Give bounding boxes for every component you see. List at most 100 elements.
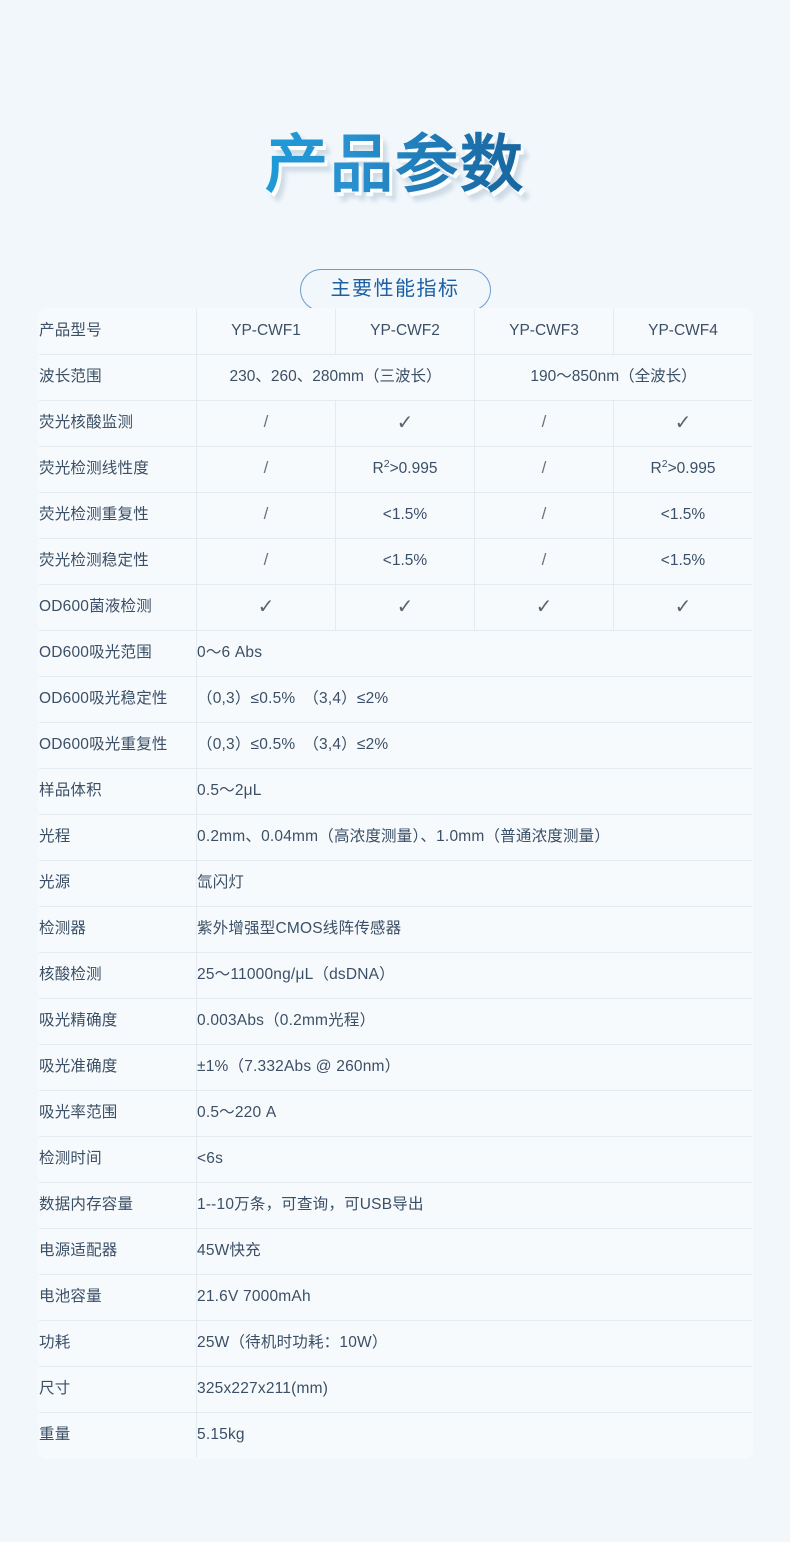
title-block: 产品参数	[0, 0, 790, 243]
table-row: 重量 5.15kg	[39, 1412, 752, 1458]
row-value: /	[196, 538, 336, 585]
spec-table-container: 产品型号 YP-CWF1 YP-CWF2 YP-CWF3 YP-CWF4 波长范围 230、…	[38, 308, 753, 1459]
row-value: ✓	[196, 584, 336, 631]
not-available-icon: /	[263, 504, 269, 524]
check-icon: ✓	[535, 596, 553, 619]
row-value: R2>0.995	[335, 446, 475, 493]
table-row: 电池容量 21.6V 7000mAh	[39, 1274, 752, 1321]
table-row: 检测器 紫外增强型CMOS线阵传感器	[39, 906, 752, 953]
not-available-icon: /	[263, 550, 269, 570]
table-row: 产品型号 YP-CWF1 YP-CWF2 YP-CWF3 YP-CWF4	[39, 309, 752, 355]
row-label: 数据内存容量	[39, 1182, 197, 1229]
page-title: 产品参数	[265, 130, 525, 201]
not-available-icon: /	[263, 458, 269, 478]
column-header: YP-CWF4	[613, 309, 752, 355]
not-available-icon: /	[263, 412, 269, 432]
row-value: 25W（待机时功耗：10W）	[196, 1320, 752, 1367]
table-row: 电源适配器 45W快充	[39, 1228, 752, 1275]
row-value: 5.15kg	[197, 1426, 245, 1444]
table-row: 荧光检测线性度 / R2>0.995 / R2>0.995	[39, 446, 752, 493]
table-row: 尺寸 325x227x211(mm)	[39, 1366, 752, 1413]
row-value: 325x227x211(mm)	[196, 1366, 752, 1413]
subtitle-badge: 主要性能指标	[299, 268, 491, 311]
row-label: 功耗	[39, 1320, 197, 1367]
row-label: 样品体积	[39, 768, 197, 815]
table-row: 荧光检测稳定性 / <1.5% / <1.5%	[39, 538, 752, 585]
row-value: <1.5%	[613, 492, 752, 539]
table-row: OD600菌液检测 ✓ ✓ ✓ ✓	[39, 584, 752, 631]
row-value: ✓	[335, 584, 475, 631]
row-value: R2>0.995	[613, 446, 752, 493]
row-value: ✓	[613, 584, 752, 631]
row-label: 吸光准确度	[39, 1044, 197, 1091]
row-value: /	[196, 492, 336, 539]
row-label: 光源	[39, 860, 197, 907]
table-row: 荧光核酸监测 / ✓ / ✓	[39, 400, 752, 447]
table-row: 荧光检测重复性 / <1.5% / <1.5%	[39, 492, 752, 539]
table-row: OD600吸光稳定性 （0,3）≤0.5% （3,4）≤2%	[39, 676, 752, 723]
row-label: 重量	[39, 1412, 197, 1458]
not-available-icon: /	[541, 550, 547, 570]
check-icon: ✓	[674, 596, 692, 619]
row-label: OD600吸光重复性	[39, 722, 197, 769]
row-value: /	[474, 538, 614, 585]
row-value: 1--10万条，可查询，可USB导出	[196, 1182, 752, 1229]
row-label: 检测器	[39, 906, 197, 953]
row-label: 检测时间	[39, 1136, 197, 1183]
spec-table-body: 产品型号 YP-CWF1 YP-CWF2 YP-CWF3 YP-CWF4 波长范围 230、…	[39, 309, 752, 1458]
row-value: 0.5〜220 A	[196, 1090, 752, 1137]
spec-table: 产品型号 YP-CWF1 YP-CWF2 YP-CWF3 YP-CWF4 波长范围 230、…	[38, 308, 753, 1459]
row-value: 0.5〜2μL	[196, 768, 752, 815]
table-row: 光程 0.2mm、0.04mm（高浓度测量）、1.0mm（普通浓度测量）	[39, 814, 752, 861]
row-value: （0,3）≤0.5% （3,4）≤2%	[196, 722, 752, 769]
row-value: <1.5%	[613, 538, 752, 585]
row-value: ✓	[474, 584, 614, 631]
row-value: /	[196, 446, 336, 493]
row-label: 电池容量	[39, 1274, 197, 1321]
row-label: 光程	[39, 814, 197, 861]
check-icon: ✓	[257, 596, 275, 619]
row-value: <1.5%	[335, 492, 475, 539]
row-value: 190〜850nm（全波长）	[474, 354, 752, 401]
row-label: 电源适配器	[39, 1228, 197, 1275]
table-row: OD600吸光重复性 （0,3）≤0.5% （3,4）≤2%	[39, 722, 752, 769]
table-row: 检测时间 <6s	[39, 1136, 752, 1183]
row-label: 产品型号	[39, 309, 197, 355]
check-icon: ✓	[674, 412, 692, 435]
row-label: 荧光检测重复性	[39, 492, 197, 539]
row-label: 荧光检测稳定性	[39, 538, 197, 585]
row-value: ✓	[613, 400, 752, 447]
row-value: /	[474, 492, 614, 539]
row-label: OD600吸光稳定性	[39, 676, 197, 723]
row-value: 0〜6 Abs	[196, 630, 752, 677]
row-label: 荧光核酸监测	[39, 400, 197, 447]
column-header: YP-CWF3	[474, 309, 614, 355]
row-value: 230、260、280mm（三波长）	[196, 354, 475, 401]
row-value: 25〜11000ng/μL（dsDNA）	[196, 952, 752, 999]
row-value: /	[196, 400, 336, 447]
table-row: 吸光准确度 ±1%（7.332Abs @ 260nm）	[39, 1044, 752, 1091]
check-icon: ✓	[396, 596, 414, 619]
row-label: 荧光检测线性度	[39, 446, 197, 493]
row-value: ±1%（7.332Abs @ 260nm）	[196, 1044, 752, 1091]
column-header: YP-CWF2	[335, 309, 475, 355]
row-label: 吸光精确度	[39, 998, 197, 1045]
table-row: 吸光率范围 0.5〜220 A	[39, 1090, 752, 1137]
row-value: （0,3）≤0.5% （3,4）≤2%	[196, 676, 752, 723]
table-row: 数据内存容量 1--10万条，可查询，可USB导出	[39, 1182, 752, 1229]
not-available-icon: /	[541, 504, 547, 524]
column-header: YP-CWF1	[196, 309, 336, 355]
row-value: 紫外增强型CMOS线阵传感器	[196, 906, 752, 953]
row-label: 波长范围	[39, 354, 197, 401]
row-label: 尺寸	[39, 1366, 197, 1413]
row-label: OD600菌液检测	[39, 584, 197, 631]
row-label: 核酸检测	[39, 952, 197, 999]
table-row: 波长范围 230、260、280mm（三波长） 190〜850nm（全波长）	[39, 354, 752, 401]
row-value: /	[474, 400, 614, 447]
row-value: 0.003Abs（0.2mm光程）	[196, 998, 752, 1045]
row-value: <1.5%	[335, 538, 475, 585]
table-row: OD600吸光范围 0〜6 Abs	[39, 630, 752, 677]
subtitle-block: 主要性能指标	[0, 268, 790, 311]
table-row: 光源 氙闪灯	[39, 860, 752, 907]
